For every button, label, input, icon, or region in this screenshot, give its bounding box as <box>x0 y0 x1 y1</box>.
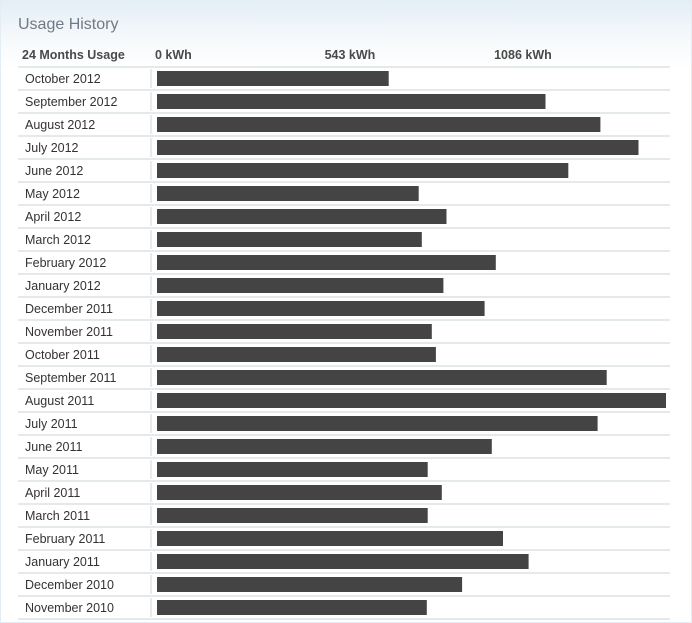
table-row: August 2012 <box>18 115 670 137</box>
table-row: September 2011 <box>18 368 670 390</box>
category-label: February 2012 <box>25 256 106 270</box>
category-label: March 2011 <box>25 509 90 523</box>
category-label: September 2011 <box>25 371 117 385</box>
table-row: August 2011 <box>18 391 670 413</box>
category-label: August 2012 <box>25 118 95 132</box>
table-row: December 2011 <box>18 299 670 321</box>
category-label: September 2012 <box>25 95 117 109</box>
category-label: October 2011 <box>25 348 100 362</box>
usage-bar <box>157 577 463 592</box>
usage-bar <box>157 140 639 155</box>
category-label: May 2012 <box>25 187 80 201</box>
table-row: October 2011 <box>18 345 670 367</box>
category-label: January 2012 <box>25 279 101 293</box>
category-label: November 2010 <box>25 601 114 615</box>
chart-rows: October 2012 September 2012 August 2012 Jul… <box>18 66 670 620</box>
category-label: June 2012 <box>25 164 83 178</box>
category-header: 24 Months Usage <box>22 48 125 62</box>
category-label: March 2012 <box>25 233 91 247</box>
table-row: April 2011 <box>18 483 670 505</box>
table-row: July 2012 <box>18 138 670 160</box>
table-row: March 2011 <box>18 506 670 528</box>
usage-bar <box>157 255 496 270</box>
usage-bar <box>157 232 422 247</box>
usage-bar <box>157 209 447 224</box>
usage-bar <box>157 393 666 408</box>
usage-bar <box>157 278 444 293</box>
category-label: November 2011 <box>25 325 113 339</box>
usage-bar <box>157 485 442 500</box>
usage-bar <box>157 186 419 201</box>
table-row: April 2012 <box>18 207 670 229</box>
category-label: January 2011 <box>25 555 100 569</box>
category-label: February 2011 <box>25 532 105 546</box>
table-row: November 2011 <box>18 322 670 344</box>
category-label: December 2010 <box>25 578 114 592</box>
category-label: July 2012 <box>25 141 79 155</box>
table-row: December 2010 <box>18 575 670 597</box>
table-row: January 2011 <box>18 552 670 574</box>
usage-bar <box>157 163 569 178</box>
axis-tick-labels: 0 kWh 543 kWh 1086 kWh <box>155 48 552 62</box>
usage-bar <box>157 531 503 546</box>
usage-bar <box>157 554 529 569</box>
category-label: July 2011 <box>25 417 78 431</box>
category-label: August 2011 <box>25 394 94 408</box>
table-row: July 2011 <box>18 414 670 436</box>
category-label: May 2011 <box>25 463 79 477</box>
usage-bar <box>157 301 485 316</box>
table-row: February 2011 <box>18 529 670 551</box>
table-row: March 2012 <box>18 230 670 252</box>
usage-bar <box>157 600 427 615</box>
usage-bar <box>157 370 607 385</box>
usage-bar <box>157 416 598 431</box>
table-row: September 2012 <box>18 92 670 114</box>
table-row: June 2012 <box>18 161 670 183</box>
usage-bar <box>157 94 546 109</box>
category-label: October 2012 <box>25 72 101 86</box>
usage-bar <box>157 71 389 86</box>
tick-label: 0 kWh <box>155 48 192 62</box>
table-row: January 2012 <box>18 276 670 298</box>
usage-bar <box>157 462 428 477</box>
usage-bar <box>157 439 492 454</box>
tick-label: 1086 kWh <box>494 48 552 62</box>
category-label: December 2011 <box>25 302 113 316</box>
usage-bar <box>157 117 601 132</box>
table-row: May 2012 <box>18 184 670 206</box>
tick-label: 543 kWh <box>325 48 376 62</box>
table-row: February 2012 <box>18 253 670 275</box>
category-label: April 2011 <box>25 486 80 500</box>
usage-bar <box>157 324 432 339</box>
category-label: April 2012 <box>25 210 81 224</box>
usage-bar <box>157 508 428 523</box>
table-row: June 2011 <box>18 437 670 459</box>
usage-bar <box>157 347 436 362</box>
table-row: May 2011 <box>18 460 670 482</box>
table-row: October 2012 <box>18 69 670 91</box>
table-row: November 2010 <box>18 598 670 620</box>
panel-title: Usage History <box>18 16 119 33</box>
category-label: June 2011 <box>25 440 83 454</box>
